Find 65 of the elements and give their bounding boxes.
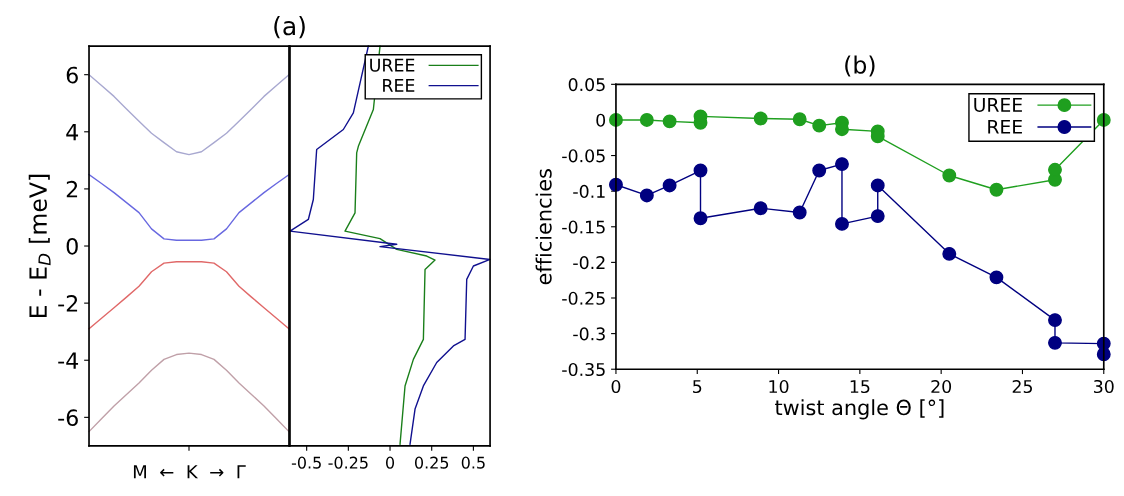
y-tick-label: -2 [58, 295, 78, 312]
x-tick-label: -0.25 [328, 456, 368, 469]
y-tick-label: -6 [58, 409, 78, 427]
x-tick-label: 0 [611, 379, 621, 394]
point [835, 157, 849, 172]
line-series [88, 73, 290, 156]
y-tick-label: -0.1 [573, 184, 605, 198]
x-tick-label: 0.25 [414, 456, 449, 469]
point [753, 201, 768, 216]
y-tick-label: 6 [66, 66, 78, 84]
y-tick-label: 2 [66, 180, 78, 198]
y-tick-label: -0.05 [562, 149, 605, 163]
point [870, 209, 885, 224]
y-tick-label: -0.3 [573, 327, 605, 341]
line-series [88, 352, 290, 433]
y-tick-label: -0.15 [562, 220, 605, 234]
point [792, 205, 807, 220]
y-tick-label: 0 [596, 113, 606, 127]
x-tick-label: 0 [386, 456, 395, 469]
line-series [88, 261, 290, 330]
point [812, 118, 827, 133]
x-tick-label: 25 [1012, 379, 1032, 394]
x-axis-title: twist angle Θ [°] [775, 399, 944, 420]
y-tick-label: -0.25 [562, 291, 605, 305]
y-tick-label: -4 [58, 352, 79, 369]
x-tick-label: 20 [931, 379, 952, 394]
x-tick-label: 5 [693, 380, 702, 394]
point [942, 246, 957, 261]
line-series [88, 173, 290, 241]
point [812, 163, 827, 178]
point [693, 163, 708, 178]
legend-label: REE [988, 119, 1022, 134]
point [942, 168, 957, 183]
point [792, 112, 807, 127]
point [662, 114, 677, 129]
x-tick-label: 30 [1094, 379, 1114, 394]
point [870, 178, 885, 193]
chart-title: (a) [274, 16, 305, 39]
legend-label: UREE [370, 58, 415, 72]
x-tick-label: M ← K → Γ [133, 465, 246, 479]
point [1048, 162, 1062, 177]
point [693, 211, 708, 226]
point [639, 188, 654, 203]
point [662, 178, 677, 193]
legend-label: UREE [974, 98, 1022, 112]
y-tick-label: 4 [66, 124, 79, 141]
x-tick-label: 15 [850, 380, 870, 394]
point [753, 111, 768, 126]
y-tick-label: 0 [66, 237, 78, 255]
y-tick-label: -0.35 [562, 362, 605, 377]
point [1048, 335, 1062, 350]
point [835, 216, 849, 231]
y-axis-title: E - E$_{D}$ [meV] [28, 174, 51, 318]
point [989, 182, 1004, 197]
point [989, 270, 1004, 285]
y-tick-label: 0.05 [568, 78, 605, 92]
point [1048, 313, 1062, 328]
legend-label: REE [383, 79, 415, 92]
y-axis-title: efficiencies [535, 169, 552, 285]
x-tick-label: -0.5 [291, 456, 321, 469]
x-tick-label: 10 [769, 379, 789, 394]
chart-title: (b) [845, 55, 875, 77]
y-tick-label: -0.2 [573, 256, 605, 270]
point [639, 112, 654, 127]
x-tick-label: 0.5 [461, 456, 485, 469]
